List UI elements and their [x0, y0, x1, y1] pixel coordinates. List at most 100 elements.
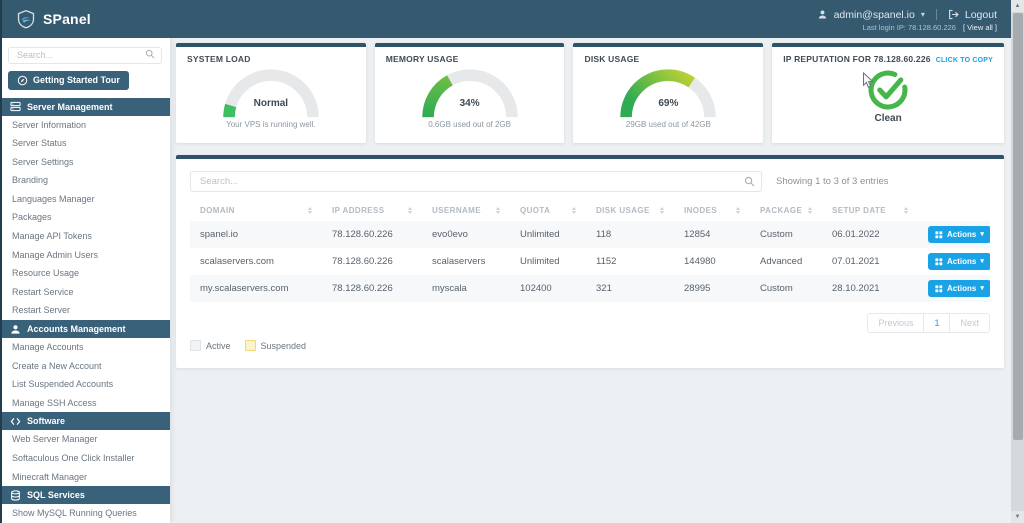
spanel-logo-icon: [16, 9, 36, 29]
grid-icon: [935, 230, 943, 239]
sidebar-item-server-status[interactable]: Server Status: [12, 138, 67, 149]
card-title: IP REPUTATION FOR 78.128.60.226: [783, 54, 931, 64]
legend-swatch: [244, 340, 256, 351]
scrollbar[interactable]: ▲ ▼: [1011, 0, 1024, 523]
gauge-subtitle: Your VPS is running well.: [226, 120, 316, 129]
card-disk-usage: DISK USAGE 69% 29GB used out of 42GB: [573, 43, 764, 143]
table-cell: 28995: [674, 275, 750, 302]
sidebar-item-manage-accounts[interactable]: Manage Accounts: [12, 342, 84, 353]
gauge-value: 34%: [459, 98, 480, 109]
sort-icon[interactable]: [736, 207, 740, 214]
sort-icon[interactable]: [904, 207, 908, 214]
col-header-actions: [918, 200, 990, 221]
table-row-scalaservers-com: scalaservers.com 78.128.60.226 scalaserver…: [190, 248, 990, 275]
sidebar-section-software[interactable]: Software: [0, 412, 170, 431]
col-header-username[interactable]: USERNAME: [422, 200, 510, 221]
sidebar-item-manage-ssh-access[interactable]: Manage SSH Access: [12, 397, 97, 408]
actions-button[interactable]: Actions ▾: [928, 226, 990, 243]
sidebar-item-server-information[interactable]: Server Information: [12, 119, 87, 130]
col-header-ip-address[interactable]: IP ADDRESS: [322, 200, 422, 221]
sort-icon[interactable]: [572, 207, 576, 214]
table-cell: 102400: [510, 275, 586, 302]
getting-started-tour-button[interactable]: Getting Started Tour: [8, 70, 129, 90]
table-cell: 144980: [684, 256, 716, 267]
sidebar-item-minecraft-manager[interactable]: Minecraft Manager: [12, 471, 88, 482]
sort-icon[interactable]: [660, 207, 664, 214]
view-all-link[interactable]: [ View all ]: [962, 22, 997, 32]
stats-cards: SYSTEM LOAD Normal Your VPS is running w…: [176, 43, 1004, 143]
table-cell: 1152: [596, 256, 617, 267]
user-menu[interactable]: admin@spanel.io: [833, 8, 915, 21]
divider: [935, 9, 937, 20]
table-cell: 118: [586, 221, 674, 248]
table-cell: Advanced: [760, 256, 803, 267]
server-icon: [10, 101, 21, 112]
col-header-setup-date[interactable]: SETUP DATE: [822, 200, 918, 221]
table-cell: Unlimited: [520, 256, 560, 267]
col-header-package[interactable]: PACKAGE: [750, 200, 822, 221]
sidebar-item-branding[interactable]: Branding: [12, 175, 49, 186]
users-icon: [10, 324, 21, 335]
sidebar-item-restart-server[interactable]: Restart Server: [12, 305, 71, 316]
sidebar-item-create-a-new-account[interactable]: Create a New Account: [12, 360, 102, 371]
table-cell: scalaservers.com: [200, 256, 274, 267]
table-cell: spanel.io: [190, 221, 322, 248]
table-header-row: DOMAIN IP ADDRESS USERNAME QUOTA DISK USAGE I…: [190, 200, 990, 221]
sort-icon[interactable]: [308, 207, 312, 214]
scrollbar-thumb[interactable]: [1012, 13, 1023, 440]
table-search-input[interactable]: [190, 171, 762, 192]
logout-button[interactable]: Logout: [964, 8, 997, 21]
sort-icon[interactable]: [408, 207, 412, 214]
col-header-inodes[interactable]: INODES: [674, 200, 750, 221]
caret-down-icon: ▾: [980, 231, 984, 238]
actions-button[interactable]: Actions ▾: [928, 253, 990, 270]
col-header-quota[interactable]: QUOTA: [510, 200, 586, 221]
pagination-next[interactable]: Next: [949, 313, 990, 333]
actions-button[interactable]: Actions ▾: [928, 280, 990, 297]
sidebar-item-softaculous-one-click-installer[interactable]: Softaculous One Click Installer: [12, 453, 135, 463]
logout-icon: [948, 9, 959, 20]
sidebar-item-packages[interactable]: Packages: [12, 212, 52, 223]
sidebar-section-accounts-management[interactable]: Accounts Management: [0, 320, 170, 339]
sidebar-item-manage-api-tokens[interactable]: Manage API Tokens: [12, 231, 92, 242]
grid-icon: [935, 284, 943, 293]
sidebar-item-languages-manager[interactable]: Languages Manager: [12, 193, 95, 204]
app-logo[interactable]: SPanel: [16, 9, 91, 29]
pagination-previous[interactable]: Previous: [867, 313, 925, 333]
col-header-domain[interactable]: DOMAIN: [190, 200, 322, 221]
table-cell-actions: Actions ▾: [918, 275, 990, 302]
sidebar-item-resource-usage[interactable]: Resource Usage: [12, 268, 80, 279]
showing-entries-text: Showing 1 to 3 of 3 entries: [776, 176, 889, 187]
sidebar-item-server-settings[interactable]: Server Settings: [12, 156, 74, 167]
memory-gauge: 34%: [418, 67, 522, 121]
legend-suspended: Suspended: [244, 340, 306, 351]
top-header: SPanel admin@spanel.io ▾ Logout Last log…: [0, 0, 1011, 38]
gauge-subtitle: 0.6GB used out of 2GB: [428, 120, 511, 129]
sort-icon[interactable]: [808, 207, 812, 214]
col-header-disk-usage[interactable]: DISK USAGE: [586, 200, 674, 221]
sidebar-search-input[interactable]: [8, 46, 162, 64]
sort-icon[interactable]: [496, 207, 500, 214]
sidebar-section-server-management[interactable]: Server Management: [0, 97, 170, 116]
search-icon: [145, 49, 155, 59]
sidebar-item-show-mysql-running-queries[interactable]: Show MySQL Running Queries: [12, 508, 137, 519]
last-login-text: Last login IP: 78.128.60.226: [862, 22, 956, 32]
brand-name: SPanel: [43, 11, 91, 27]
sidebar-item-restart-service[interactable]: Restart Service: [12, 286, 74, 297]
table-cell: scalaservers: [432, 256, 486, 267]
card-title: MEMORY USAGE: [385, 54, 459, 64]
click-to-copy-link[interactable]: CLICK TO COPY: [935, 57, 993, 64]
card-memory-usage: MEMORY USAGE 34% 0.6GB used out of 2GB: [374, 43, 565, 143]
scrollbar-down-arrow[interactable]: ▼: [1011, 511, 1024, 523]
sidebar-item-list-suspended-accounts[interactable]: List Suspended Accounts: [12, 379, 114, 390]
sidebar-item-manage-admin-users[interactable]: Manage Admin Users: [12, 249, 99, 260]
sidebar-section-sql-services[interactable]: SQL Services: [0, 486, 170, 505]
pagination-1[interactable]: 1: [923, 313, 951, 333]
check-circle-icon: [866, 68, 910, 112]
scrollbar-up-arrow[interactable]: ▲: [1011, 0, 1024, 12]
gauge-subtitle: 29GB used out of 42GB: [625, 120, 711, 129]
table-cell: myscala: [422, 275, 510, 302]
sidebar-item-web-server-manager[interactable]: Web Server Manager: [12, 434, 98, 445]
chevron-down-icon: ▾: [920, 10, 925, 19]
